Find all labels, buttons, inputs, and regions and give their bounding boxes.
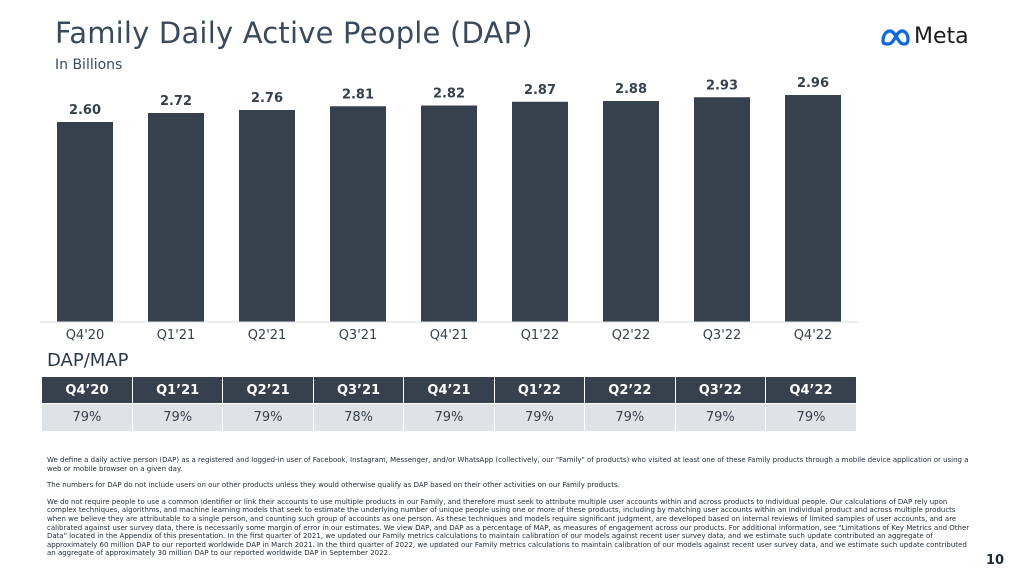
- footnote-paragraph: The numbers for DAP do not include users…: [47, 481, 620, 490]
- x-tick-label: Q4'20: [66, 328, 105, 343]
- dap-map-value-cell: 79%: [494, 403, 586, 431]
- dap-map-value-cell: 79%: [403, 403, 495, 431]
- dap-map-value-cell: 78%: [313, 403, 405, 431]
- x-tick-label: Q2'21: [248, 328, 287, 343]
- dap-map-header-cell: Q4’20: [42, 377, 133, 404]
- bar-value-label: 2.72: [160, 94, 192, 109]
- dap-map-table: Q4’20 Q1’21 Q2’21 Q3’21 Q4’21 Q1’22 Q2’2…: [42, 377, 856, 431]
- bar-value-label: 2.93: [706, 78, 738, 93]
- dap-map-header-cell: Q2’22: [584, 377, 676, 404]
- x-tick-label: Q2'22: [612, 328, 651, 343]
- dap-map-header-cell: Q4’22: [765, 377, 856, 404]
- footnote-paragraph: We do not require people to use a common…: [47, 497, 970, 558]
- bar-value-label: 2.60: [69, 103, 101, 118]
- bar-chart: 2.60 Q4'20 2.72 Q1'21 2.76 Q2'21 2.81 Q3'21 2.82…: [40, 76, 858, 343]
- bar-q420: [57, 122, 113, 322]
- bar-value-label: 2.88: [615, 82, 647, 97]
- dap-map-value-cell: 79%: [584, 403, 676, 431]
- dap-map-title: DAP/MAP: [47, 350, 129, 371]
- dap-map-value-cell: 79%: [132, 403, 224, 431]
- bar-q222: [603, 101, 659, 322]
- dap-map-value-row: 79% 79% 79% 78% 79% 79% 79% 79% 79%: [42, 403, 856, 431]
- bar-q221: [239, 110, 295, 322]
- dap-map-value-cell: 79%: [675, 403, 767, 431]
- page-title: Family Daily Active People (DAP): [55, 16, 533, 50]
- dap-map-header-cell: Q2’21: [222, 377, 314, 404]
- bar-q122: [512, 101, 568, 322]
- dap-map-header-cell: Q3’22: [675, 377, 767, 404]
- dap-map-header-cell: Q1’22: [494, 377, 586, 404]
- dap-map-value-cell: 79%: [222, 403, 314, 431]
- x-tick-label: Q4'21: [430, 328, 469, 343]
- dap-map-header-row: Q4’20 Q1’21 Q2’21 Q3’21 Q4’21 Q1’22 Q2’2…: [42, 377, 856, 404]
- meta-infinity-icon: [881, 28, 910, 46]
- page-number: 10: [986, 553, 1005, 568]
- bar-q421: [421, 105, 477, 322]
- dap-map-header-cell: Q3’21: [313, 377, 405, 404]
- bar-q322: [694, 97, 750, 322]
- meta-logo: Meta: [880, 24, 969, 49]
- bar-q121: [148, 113, 204, 322]
- x-tick-label: Q3'21: [339, 328, 378, 343]
- bar-value-label: 2.82: [433, 87, 465, 102]
- footnotes: We define a daily active person (DAP) as…: [47, 456, 972, 566]
- bar-q422: [785, 95, 841, 322]
- dap-map-value-cell: 79%: [765, 403, 856, 431]
- bar-value-label: 2.76: [251, 91, 283, 106]
- x-tick-label: Q4'22: [794, 328, 833, 343]
- dap-map-header-cell: Q4’21: [403, 377, 495, 404]
- bars-group: 2.60 Q4'20 2.72 Q1'21 2.76 Q2'21 2.81 Q3'21 2.82…: [57, 76, 841, 343]
- x-tick-label: Q1'21: [157, 328, 196, 343]
- bar-value-label: 2.96: [797, 76, 829, 91]
- bar-value-label: 2.87: [524, 83, 556, 98]
- bar-value-label: 2.81: [342, 87, 374, 102]
- x-tick-label: Q3'22: [703, 328, 742, 343]
- bar-q321: [330, 106, 386, 322]
- x-tick-label: Q1'22: [521, 328, 560, 343]
- dap-map-header-cell: Q1’21: [132, 377, 224, 404]
- chart-subtitle: In Billions: [55, 57, 123, 73]
- footnote-paragraph: We define a daily active person (DAP) as…: [47, 456, 969, 473]
- logo-text: Meta: [914, 24, 969, 49]
- dap-map-value-cell: 79%: [42, 403, 133, 431]
